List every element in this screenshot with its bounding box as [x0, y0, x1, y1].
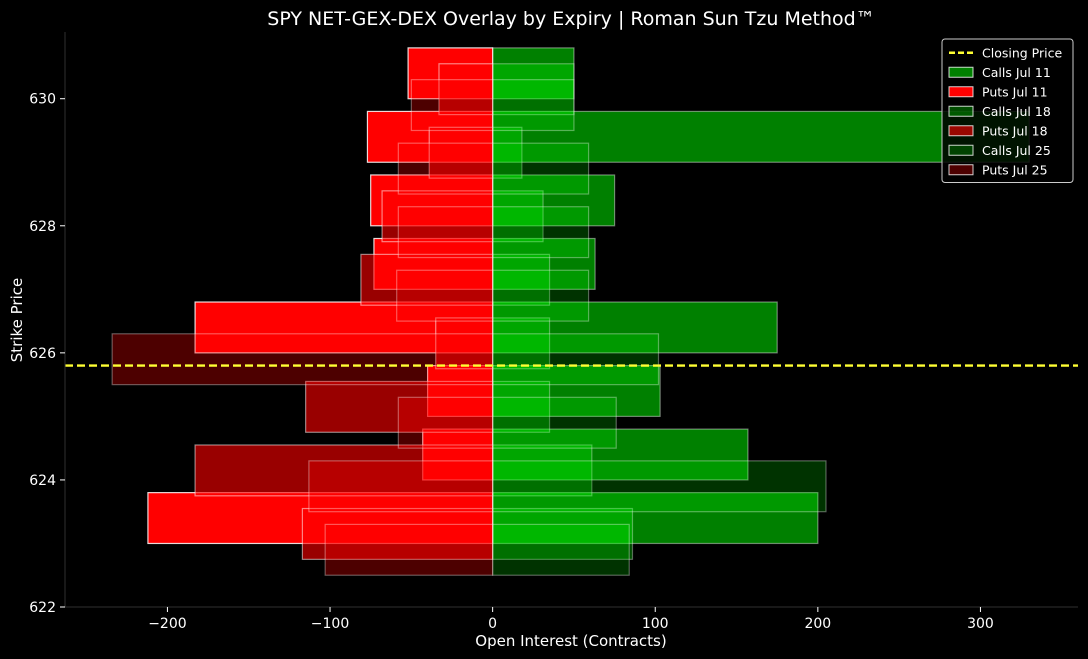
bar-puts-jul-18: [360, 253, 494, 306]
legend-swatch-calls-jul-25: [948, 144, 974, 156]
bar-calls-jul-25: [492, 460, 827, 513]
bar-calls-jul-18: [492, 253, 551, 306]
x-tick-label: −100: [311, 616, 349, 632]
bar-puts-jul-18: [435, 317, 494, 370]
legend-box: [941, 38, 1074, 183]
bar-puts-jul-25: [397, 206, 494, 259]
legend-swatch-calls-jul-18: [948, 105, 974, 117]
bar-calls-jul-11: [492, 301, 778, 354]
bar-puts-jul-18: [438, 63, 494, 116]
bar-calls-jul-25: [492, 333, 660, 386]
legend-swatch-puts-jul-18: [948, 125, 974, 137]
plot-area: [65, 47, 1078, 576]
bar-calls-jul-11: [492, 174, 616, 227]
y-tick-label: 630: [29, 92, 56, 108]
x-tick-label: −200: [148, 616, 186, 632]
bar-calls-jul-18: [492, 63, 575, 116]
bar-calls-jul-25: [492, 269, 590, 322]
bar-calls-jul-25: [492, 79, 575, 132]
bar-puts-jul-25: [308, 460, 494, 513]
legend-label: Puts Jul 11: [982, 84, 1048, 99]
legend-swatch-calls-jul-11: [948, 66, 974, 78]
bar-calls-jul-11: [492, 47, 575, 100]
bar-calls-jul-18: [492, 507, 634, 560]
x-tick-label: 300: [967, 616, 994, 632]
legend-label: Puts Jul 25: [982, 162, 1048, 177]
bar-calls-jul-25: [492, 206, 590, 259]
bar-puts-jul-25: [396, 269, 494, 322]
bar-puts-jul-18: [301, 507, 494, 560]
bar-calls-jul-11: [492, 428, 749, 481]
axes: −200 −100 0 100 200 300 622 624 626 628 630: [29, 32, 1078, 632]
legend: Closing Price Calls Jul 11 Puts Jul 11 Call…: [941, 38, 1074, 183]
bar-calls-jul-25: [492, 142, 590, 195]
legend-label: Calls Jul 18: [982, 104, 1051, 119]
legend-swatch-puts-jul-25: [948, 164, 974, 176]
legend-label: Puts Jul 18: [982, 123, 1048, 138]
y-tick-label: 628: [29, 219, 56, 235]
bar-puts-jul-18: [428, 126, 494, 179]
bar-calls-jul-18: [492, 317, 551, 370]
bar-calls-jul-18: [492, 126, 523, 179]
legend-label: Calls Jul 11: [982, 65, 1051, 80]
bar-calls-jul-11: [492, 364, 661, 417]
bar-calls-jul-18: [492, 380, 551, 433]
bar-puts-jul-18: [194, 444, 494, 497]
bar-puts-jul-18: [305, 380, 494, 433]
bar-calls-jul-11: [492, 237, 596, 290]
y-tick-label: 624: [29, 473, 56, 489]
y-axis-label: Strike Price: [8, 278, 26, 362]
bar-puts-jul-25: [397, 396, 494, 449]
legend-label: Closing Price: [982, 45, 1062, 60]
legend-label: Calls Jul 25: [982, 143, 1051, 158]
chart-title: SPY NET-GEX-DEX Overlay by Expiry | Roma…: [267, 8, 874, 30]
y-tick-label: 626: [29, 346, 56, 362]
bar-puts-jul-25: [410, 79, 494, 132]
bar-calls-jul-25: [492, 396, 617, 449]
bar-puts-jul-25: [111, 333, 494, 386]
bar-puts-jul-25: [397, 142, 494, 195]
bar-calls-jul-11: [492, 110, 1030, 163]
bar-puts-jul-18: [381, 190, 494, 243]
x-tick-label: 100: [642, 616, 669, 632]
bar-calls-jul-25: [492, 523, 630, 576]
bar-calls-jul-18: [492, 444, 593, 497]
y-tick-label: 622: [29, 600, 56, 616]
x-axis-label: Open Interest (Contracts): [475, 632, 666, 650]
bar-puts-jul-25: [324, 523, 494, 576]
legend-swatch-puts-jul-11: [948, 86, 974, 98]
x-tick-label: 200: [804, 616, 831, 632]
x-tick-label: 0: [488, 616, 497, 632]
